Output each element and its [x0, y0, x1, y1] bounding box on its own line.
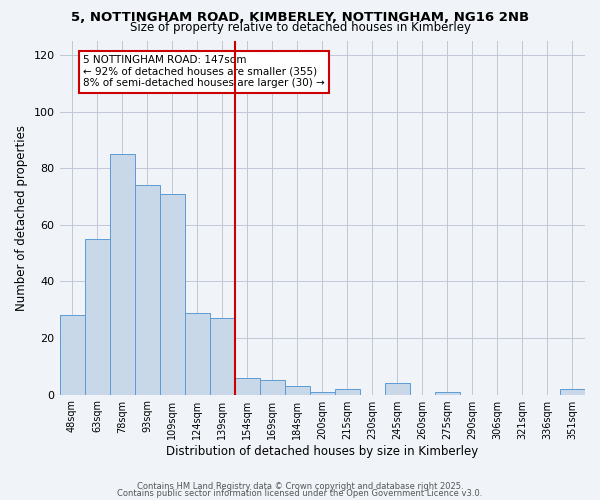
X-axis label: Distribution of detached houses by size in Kimberley: Distribution of detached houses by size … [166, 444, 478, 458]
Bar [59, 316, 85, 394]
Text: 5 NOTTINGHAM ROAD: 147sqm
← 92% of detached houses are smaller (355)
8% of semi-: 5 NOTTINGHAM ROAD: 147sqm ← 92% of detac… [83, 55, 325, 88]
Text: Contains HM Land Registry data © Crown copyright and database right 2025.: Contains HM Land Registry data © Crown c… [137, 482, 463, 491]
Bar [260, 380, 285, 394]
Bar [235, 378, 260, 394]
Bar [185, 312, 209, 394]
Bar [85, 239, 110, 394]
Bar [209, 318, 235, 394]
Bar [160, 194, 185, 394]
Bar [335, 389, 360, 394]
Bar [285, 386, 310, 394]
Text: 5, NOTTINGHAM ROAD, KIMBERLEY, NOTTINGHAM, NG16 2NB: 5, NOTTINGHAM ROAD, KIMBERLEY, NOTTINGHA… [71, 11, 529, 24]
Bar [435, 392, 460, 394]
Y-axis label: Number of detached properties: Number of detached properties [15, 125, 28, 311]
Text: Contains public sector information licensed under the Open Government Licence v3: Contains public sector information licen… [118, 489, 482, 498]
Text: Size of property relative to detached houses in Kimberley: Size of property relative to detached ho… [130, 22, 470, 35]
Bar [134, 186, 160, 394]
Bar [385, 384, 410, 394]
Bar [310, 392, 335, 394]
Bar [110, 154, 134, 394]
Bar [560, 389, 585, 394]
